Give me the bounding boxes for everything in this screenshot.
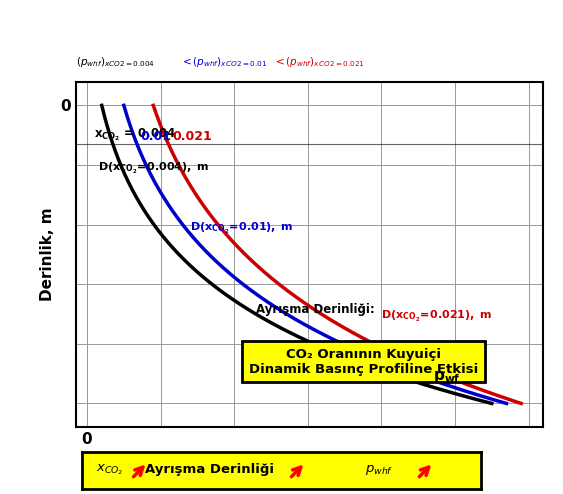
Text: 0.021: 0.021 <box>172 129 212 143</box>
Text: Ayrışma Derinliği: Ayrışma Derinliği <box>145 463 274 476</box>
X-axis label: Basınç, barg: Basınç, barg <box>257 453 363 468</box>
Text: $\mathbf{D(x_{CO_2}\!=\!0.01),\ m}$: $\mathbf{D(x_{CO_2}\!=\!0.01),\ m}$ <box>190 220 294 236</box>
Text: $(p_{whf})_{xCO2=0.004}$: $(p_{whf})_{xCO2=0.004}$ <box>76 55 155 69</box>
Text: $x_{CO_2}$: $x_{CO_2}$ <box>96 462 123 477</box>
Text: $p_{whf}$: $p_{whf}$ <box>365 463 394 477</box>
Text: $< (p_{whf})_{xCO2=0.01}$: $< (p_{whf})_{xCO2=0.01}$ <box>180 55 267 69</box>
Text: $\mathbf{D(x_{CO_2}\!=\!0.021),\ m}$: $\mathbf{D(x_{CO_2}\!=\!0.021),\ m}$ <box>381 308 493 324</box>
Text: $\mathbf{p_{wf}}$: $\mathbf{p_{wf}}$ <box>433 369 461 385</box>
Text: $< (p_{whf})_{xCO2=0.021}$: $< (p_{whf})_{xCO2=0.021}$ <box>273 55 365 69</box>
Text: $\mathbf{D(x_{CO_2}\!=\!0.004),\ m}$: $\mathbf{D(x_{CO_2}\!=\!0.004),\ m}$ <box>98 161 209 176</box>
Text: Ayrışma Derinliği:: Ayrışma Derinliği: <box>256 302 375 316</box>
Text: $\mathbf{x_{CO_2}}$ = 0.004: $\mathbf{x_{CO_2}}$ = 0.004 <box>95 126 177 143</box>
Y-axis label: Derinlik, m: Derinlik, m <box>40 207 55 301</box>
Text: 0.01: 0.01 <box>141 129 172 143</box>
Text: CO₂ Oranının Kuyuiçi
Dinamik Basınç Profiline Etkisi: CO₂ Oranının Kuyuiçi Dinamik Basınç Prof… <box>249 348 478 375</box>
